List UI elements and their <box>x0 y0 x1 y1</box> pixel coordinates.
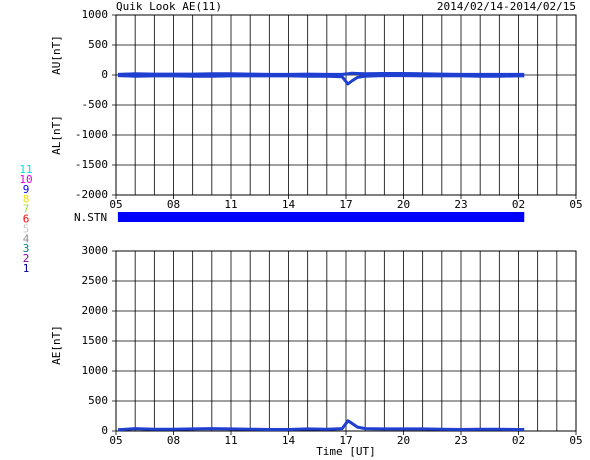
x-tick-label: 05 <box>109 198 122 211</box>
x-tick-label: 05 <box>109 434 122 447</box>
station-label: N.STN <box>74 211 107 224</box>
x-tick-label: 14 <box>282 434 296 447</box>
x-tick-label: 05 <box>569 434 582 447</box>
x-axis-label: Time [UT] <box>316 445 376 458</box>
x-tick-label: 23 <box>454 198 467 211</box>
y-tick-label: -500 <box>82 98 109 111</box>
station-legend-entry: 1 <box>23 262 30 275</box>
y-tick-label: 2000 <box>82 304 109 317</box>
x-tick-label: 05 <box>569 198 582 211</box>
y-tick-label: 500 <box>88 394 108 407</box>
station-legend-entry: 7 <box>23 203 30 216</box>
x-tick-label: 20 <box>397 198 410 211</box>
y-tick-label: 3000 <box>82 244 109 257</box>
x-tick-label: 20 <box>397 434 410 447</box>
chart-title: Quik Look AE(11) <box>116 0 222 13</box>
y-axis-label: AE[nT] <box>50 325 63 365</box>
x-tick-label: 23 <box>454 434 467 447</box>
y-axis-label: AL[nT] <box>50 115 63 155</box>
station-legend-entry: 8 <box>23 193 30 206</box>
y-tick-label: -1000 <box>75 128 108 141</box>
station-legend-entry: 2 <box>23 252 30 265</box>
y-tick-label: 1000 <box>82 8 109 21</box>
x-tick-label: 17 <box>339 434 352 447</box>
y-axis-label: AU[nT] <box>50 35 63 75</box>
y-tick-label: 500 <box>88 38 108 51</box>
station-legend-entry: 5 <box>23 222 30 235</box>
station-bar <box>117 212 525 222</box>
station-legend-entry: 10 <box>19 173 32 186</box>
y-tick-label: 0 <box>101 424 108 437</box>
y-tick-label: 2500 <box>82 274 109 287</box>
y-tick-label: 0 <box>101 68 108 81</box>
x-tick-label: 17 <box>339 198 352 211</box>
station-legend-entry: 9 <box>23 183 30 196</box>
x-tick-label: 08 <box>167 434 180 447</box>
x-tick-label: 02 <box>512 434 525 447</box>
data-line <box>117 71 525 76</box>
x-tick-label: 02 <box>512 198 525 211</box>
station-legend-entry: 4 <box>23 232 30 245</box>
y-tick-label: 1500 <box>82 334 109 347</box>
station-legend-entry: 6 <box>23 213 30 226</box>
x-tick-label: 11 <box>224 434 237 447</box>
x-tick-label: 14 <box>282 198 296 211</box>
station-legend-entry: 11 <box>19 163 32 176</box>
y-tick-label: -1500 <box>75 158 108 171</box>
y-tick-label: 1000 <box>82 364 109 377</box>
date-range: 2014/02/14-2014/02/15 <box>437 0 576 13</box>
y-tick-label: -2000 <box>75 188 108 201</box>
data-line <box>117 419 525 432</box>
station-legend-entry: 3 <box>23 242 30 255</box>
data-line <box>117 74 525 86</box>
x-tick-label: 08 <box>167 198 180 211</box>
x-tick-label: 11 <box>224 198 237 211</box>
